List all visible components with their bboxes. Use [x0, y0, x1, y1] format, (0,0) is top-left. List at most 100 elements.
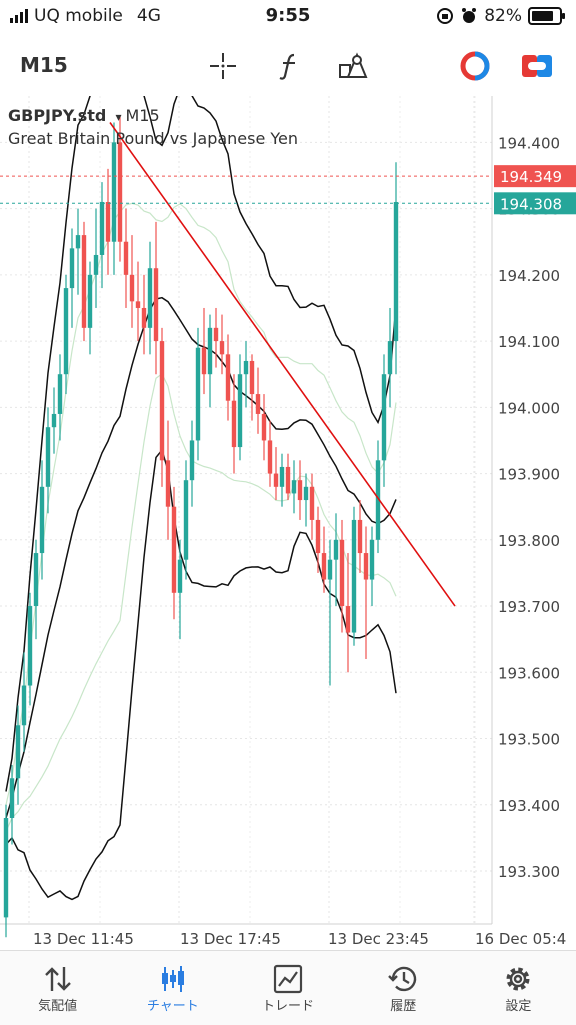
bid-price-badge — [494, 192, 576, 215]
band-upper — [5, 6, 397, 792]
candle — [195, 327, 201, 461]
tab-history-label: 履歴 — [390, 999, 417, 1014]
candle-body — [255, 394, 261, 414]
candle-body — [225, 354, 231, 401]
bid-price-label: 194.308 — [500, 195, 562, 213]
tab-quotes[interactable]: 気配値 — [0, 951, 115, 1025]
x-tick-label: 16 Dec 05:4 — [475, 930, 566, 948]
candle — [21, 652, 27, 752]
y-tick-label: 193.900 — [498, 466, 560, 484]
y-tick-label: 194.100 — [498, 333, 560, 351]
candle-body — [9, 778, 15, 819]
battery-percent: 82% — [484, 6, 522, 26]
candle — [189, 420, 195, 507]
candle-body — [231, 400, 237, 448]
candle-body — [27, 606, 33, 686]
candle — [141, 274, 147, 355]
indicators-icon[interactable] — [272, 50, 306, 82]
one-click-trading-icon[interactable] — [520, 50, 554, 82]
candle-body — [357, 519, 363, 554]
candle — [9, 765, 15, 845]
network-type: 4G — [136, 6, 161, 26]
candle — [315, 506, 321, 573]
candle — [165, 420, 171, 540]
trend-line — [109, 122, 456, 607]
status-bar: UQ mobile 4G 9:55 82% — [0, 0, 576, 36]
alarm-icon — [462, 8, 477, 23]
candle — [285, 453, 291, 501]
candle-body — [99, 201, 105, 255]
drawing-objects-icon[interactable] — [336, 50, 370, 82]
candle — [213, 307, 219, 368]
price-chart[interactable]: 194.400194.300194.200194.100194.000193.9… — [0, 6, 576, 950]
candle — [393, 162, 399, 375]
crosshair-icon[interactable] — [206, 50, 240, 82]
symbol-label[interactable]: GBPJPY.std — [8, 106, 107, 125]
x-tick-label: 13 Dec 23:45 — [328, 930, 429, 948]
y-tick-label: 193.800 — [498, 532, 560, 550]
clock: 9:55 — [265, 5, 311, 26]
trade-signals-icon[interactable] — [458, 50, 492, 82]
candle — [27, 592, 33, 706]
chart-title: GBPJPY.std ▾ M15 — [8, 106, 160, 125]
candle — [363, 526, 369, 660]
timeframe-button[interactable]: M15 — [20, 53, 68, 77]
y-tick-label: 194.400 — [498, 134, 560, 152]
candle-body — [249, 360, 255, 395]
candle-body — [87, 274, 93, 328]
candle — [3, 804, 9, 938]
inner-band-lower — [5, 372, 397, 832]
history-icon — [387, 963, 419, 995]
signal-icon — [10, 9, 28, 23]
candle — [15, 705, 21, 805]
tab-history[interactable]: 履歴 — [346, 951, 461, 1025]
symbol-dropdown-icon[interactable]: ▾ — [115, 110, 122, 124]
candle — [75, 208, 81, 295]
candle-body — [339, 539, 345, 607]
candle — [57, 354, 63, 441]
candle-body — [333, 539, 339, 560]
candle — [369, 526, 375, 607]
y-tick-label: 193.500 — [498, 731, 560, 749]
tab-settings[interactable]: 設定 — [461, 951, 576, 1025]
candle — [87, 261, 93, 355]
candle-body — [219, 341, 225, 355]
tab-trade[interactable]: トレード — [230, 951, 345, 1025]
y-tick-label: 194.200 — [498, 267, 560, 285]
tab-quotes-label: 気配値 — [38, 999, 78, 1014]
tab-settings-label: 設定 — [505, 999, 532, 1014]
candle-body — [111, 142, 117, 242]
x-tick-label: 13 Dec 17:45 — [180, 930, 281, 948]
candle — [33, 539, 39, 640]
candle-body — [153, 268, 159, 342]
candle — [63, 274, 69, 395]
candle — [321, 526, 327, 593]
candle-body — [117, 142, 123, 242]
candle-body — [237, 374, 243, 448]
y-tick-label: 193.300 — [498, 863, 560, 881]
inner-band-upper — [5, 202, 397, 805]
candle-body — [123, 241, 129, 275]
candle — [297, 460, 303, 520]
band-lower — [5, 448, 397, 901]
settings-icon — [503, 963, 533, 995]
candle-body — [75, 235, 81, 249]
candle — [357, 500, 363, 573]
candle — [171, 486, 177, 620]
candle — [135, 261, 141, 342]
candle-body — [57, 374, 63, 414]
candle — [327, 539, 333, 686]
chart-toolbar: M15 — [0, 40, 576, 92]
chart-canvas[interactable]: 194.400194.300194.200194.100194.000193.9… — [0, 6, 576, 950]
candle — [237, 354, 243, 461]
candle-body — [39, 486, 45, 554]
tab-chart[interactable]: チャート — [115, 951, 230, 1025]
y-tick-label: 193.700 — [498, 598, 560, 616]
chart-icon — [158, 963, 188, 995]
candle-body — [393, 201, 399, 342]
ask-price-label: 194.349 — [500, 168, 562, 186]
rotation-lock-icon — [437, 8, 454, 24]
candle — [333, 513, 339, 607]
candle-body — [273, 473, 279, 487]
candle-body — [315, 519, 321, 554]
